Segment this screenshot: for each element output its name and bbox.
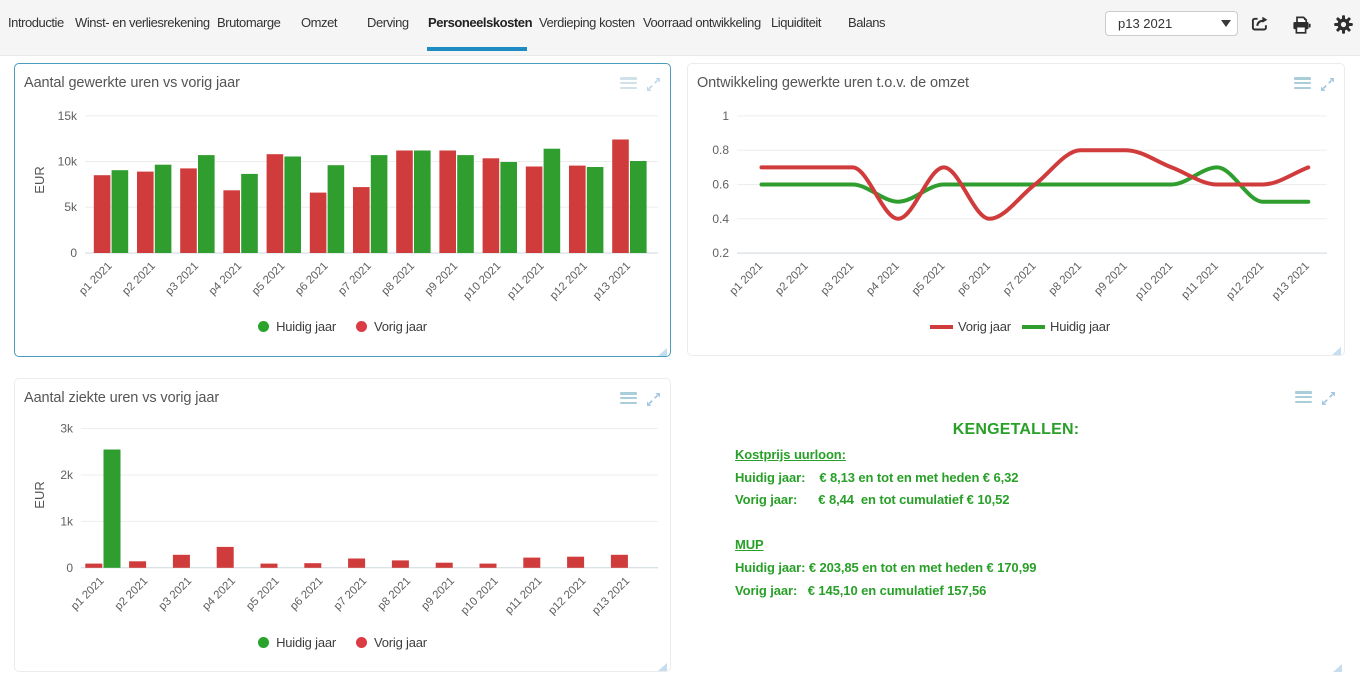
- svg-text:15k: 15k: [58, 109, 78, 123]
- svg-text:0: 0: [70, 246, 77, 260]
- svg-text:p1 2021: p1 2021: [77, 260, 115, 298]
- svg-text:p4 2021: p4 2021: [200, 575, 238, 613]
- svg-text:p5 2021: p5 2021: [250, 260, 288, 298]
- svg-text:0.6: 0.6: [712, 178, 729, 192]
- svg-text:p4 2021: p4 2021: [864, 260, 902, 298]
- svg-text:p6 2021: p6 2021: [288, 575, 326, 613]
- svg-text:p8 2021: p8 2021: [1047, 260, 1085, 298]
- svg-text:p5 2021: p5 2021: [910, 260, 948, 298]
- svg-text:p11 2021: p11 2021: [503, 575, 544, 616]
- svg-text:p7 2021: p7 2021: [1001, 260, 1039, 298]
- svg-text:p9 2021: p9 2021: [423, 260, 461, 298]
- svg-text:p10 2021: p10 2021: [459, 575, 501, 617]
- svg-text:EUR: EUR: [32, 481, 47, 508]
- svg-text:2k: 2k: [60, 468, 74, 482]
- svg-text:p10 2021: p10 2021: [1133, 260, 1175, 302]
- svg-text:p7 2021: p7 2021: [336, 260, 374, 298]
- svg-text:p4 2021: p4 2021: [207, 260, 245, 298]
- svg-text:EUR: EUR: [32, 166, 47, 193]
- svg-text:1: 1: [722, 109, 729, 123]
- svg-text:5k: 5k: [64, 200, 78, 214]
- svg-text:10k: 10k: [58, 155, 78, 169]
- svg-text:p7 2021: p7 2021: [332, 575, 370, 613]
- svg-text:p11 2021: p11 2021: [1179, 260, 1220, 301]
- svg-text:p2 2021: p2 2021: [120, 260, 158, 298]
- svg-text:p8 2021: p8 2021: [376, 575, 414, 613]
- svg-text:1k: 1k: [60, 514, 74, 528]
- svg-text:p1 2021: p1 2021: [728, 260, 766, 298]
- svg-text:p10 2021: p10 2021: [461, 260, 503, 302]
- svg-text:0: 0: [66, 561, 73, 575]
- svg-text:p12 2021: p12 2021: [548, 260, 590, 302]
- svg-text:p13 2021: p13 2021: [590, 575, 632, 617]
- svg-text:p5 2021: p5 2021: [244, 575, 282, 613]
- svg-text:p13 2021: p13 2021: [1270, 260, 1312, 302]
- svg-text:p6 2021: p6 2021: [293, 260, 331, 298]
- svg-text:3k: 3k: [60, 422, 74, 436]
- svg-text:0.8: 0.8: [712, 143, 729, 157]
- svg-text:p6 2021: p6 2021: [956, 260, 994, 298]
- svg-text:p3 2021: p3 2021: [164, 260, 202, 298]
- svg-text:p2 2021: p2 2021: [113, 575, 151, 613]
- svg-text:p9 2021: p9 2021: [419, 575, 457, 613]
- svg-text:p8 2021: p8 2021: [380, 260, 418, 298]
- svg-text:p11 2021: p11 2021: [505, 260, 546, 301]
- svg-text:p1 2021: p1 2021: [69, 575, 107, 613]
- svg-text:0.4: 0.4: [712, 212, 729, 226]
- svg-text:p9 2021: p9 2021: [1092, 260, 1130, 298]
- svg-text:p2 2021: p2 2021: [773, 260, 811, 298]
- svg-text:p12 2021: p12 2021: [1224, 260, 1266, 302]
- svg-text:p3 2021: p3 2021: [157, 575, 195, 613]
- svg-text:0.2: 0.2: [712, 246, 729, 260]
- svg-text:p13 2021: p13 2021: [591, 260, 633, 302]
- svg-text:p12 2021: p12 2021: [546, 575, 588, 617]
- svg-text:p3 2021: p3 2021: [819, 260, 857, 298]
